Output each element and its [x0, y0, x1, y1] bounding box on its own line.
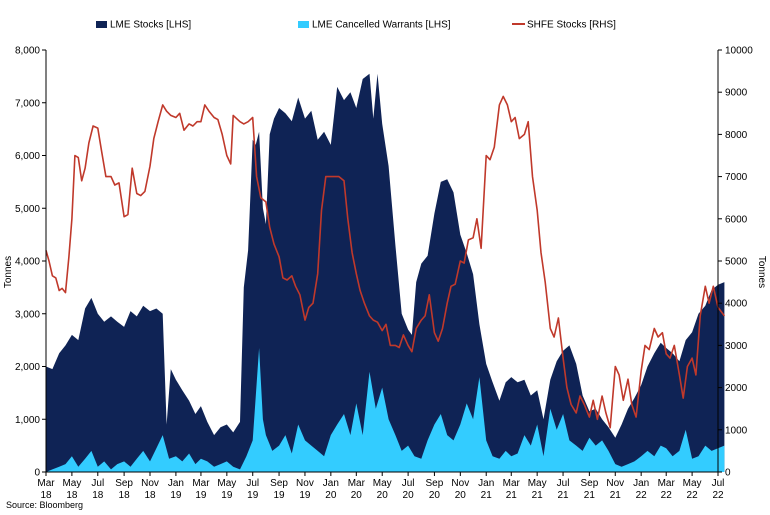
- legend: LME Stocks [LHS] LME Cancelled Warrants […: [96, 20, 616, 31]
- y-tick-left-label: 3,000: [15, 309, 40, 320]
- x-tick-label-month: Nov: [606, 478, 624, 489]
- x-tick-label-month: Jul: [91, 478, 104, 489]
- x-tick-label-month: Mar: [192, 478, 210, 489]
- x-tick-label-year: 21: [481, 490, 493, 501]
- x-tick-label-year: 20: [429, 490, 441, 501]
- series-line-2: [45, 95, 726, 429]
- x-tick-label-year: 20: [325, 490, 337, 501]
- x-tick-label-year: 21: [610, 490, 622, 501]
- x-tick-label-month: Jan: [323, 478, 339, 489]
- y-tick-left-label: 1,000: [15, 415, 40, 426]
- y-tick-right-label: 7000: [725, 172, 748, 183]
- y-tick-right-label: 8000: [725, 130, 748, 141]
- x-tick-label-year: 18: [144, 490, 156, 501]
- legend-label-0: LME Stocks [LHS]: [110, 20, 191, 31]
- x-tick-label-year: 19: [195, 490, 207, 501]
- x-tick-label-month: Sep: [426, 478, 444, 489]
- x-tick-label-year: 21: [532, 490, 544, 501]
- y-tick-right-label: 1000: [725, 425, 748, 436]
- x-tick-label-month: May: [528, 478, 547, 489]
- x-tick-label-month: May: [217, 478, 236, 489]
- x-tick-label-year: 22: [636, 490, 648, 501]
- x-tick-label-month: Jul: [402, 478, 415, 489]
- x-tick-label-year: 21: [584, 490, 596, 501]
- x-tick-label-month: Nov: [141, 478, 159, 489]
- x-tick-label-month: Jul: [246, 478, 259, 489]
- y-tick-right-label: 2000: [725, 383, 748, 394]
- y-tick-left-label: 0: [34, 468, 40, 479]
- y-tick-right-label: 5000: [725, 257, 748, 268]
- y-tick-left-label: 7,000: [15, 98, 40, 109]
- x-tick-label-year: 18: [119, 490, 131, 501]
- x-tick-label-year: 19: [273, 490, 285, 501]
- x-tick-label-month: Mar: [37, 478, 55, 489]
- axes: 0 1,000 2,000 3,000 4,000 5,000 6,000 7,000 8,00…: [15, 46, 753, 502]
- series-area-0: [46, 73, 725, 472]
- plot-lines: [45, 95, 726, 429]
- x-tick-label-month: Mar: [503, 478, 521, 489]
- x-tick-label-month: Nov: [296, 478, 314, 489]
- y-tick-left-label: 4,000: [15, 257, 40, 268]
- legend-label-1: LME Cancelled Warrants [LHS]: [312, 20, 451, 31]
- y-tick-right-label: 6000: [725, 214, 748, 225]
- y-tick-left-label: 6,000: [15, 151, 40, 162]
- source-note: Source: Bloomberg: [6, 500, 84, 510]
- y-tick-right-label: 10000: [725, 46, 753, 57]
- x-tick-label-month: Jan: [478, 478, 494, 489]
- x-tick-label-month: Sep: [580, 478, 598, 489]
- series-area-1: [46, 348, 725, 472]
- y-tick-right-label: 0: [725, 468, 731, 479]
- x-tick-label-month: Nov: [451, 478, 469, 489]
- x-tick-label-month: May: [373, 478, 392, 489]
- y-axis-right-title: Tonnes: [756, 256, 767, 288]
- x-tick-label-year: 18: [40, 490, 52, 501]
- legend-swatch-0: [96, 21, 107, 28]
- legend-swatch-1: [298, 21, 309, 28]
- y-tick-right-label: 3000: [725, 341, 748, 352]
- x-tick-label-year: 22: [687, 490, 699, 501]
- x-tick-label-month: May: [62, 478, 81, 489]
- x-tick-label-month: May: [683, 478, 702, 489]
- x-tick-label-year: 19: [221, 490, 233, 501]
- y-axis-left-title: Tonnes: [3, 256, 14, 288]
- x-tick-label-month: Jul: [712, 478, 725, 489]
- x-tick-label-year: 21: [506, 490, 518, 501]
- x-tick-label-year: 22: [712, 490, 724, 501]
- x-tick-label-year: 18: [92, 490, 104, 501]
- legend-label-2: SHFE Stocks [RHS]: [527, 20, 616, 31]
- y-tick-left-label: 5,000: [15, 204, 40, 215]
- y-tick-left-label: 8,000: [15, 46, 40, 57]
- x-tick-label-month: Jan: [633, 478, 649, 489]
- x-tick-label-year: 20: [403, 490, 415, 501]
- x-tick-label-year: 20: [377, 490, 389, 501]
- y-tick-left-label: 2,000: [15, 362, 40, 373]
- x-tick-label-month: Sep: [115, 478, 133, 489]
- x-tick-label-year: 19: [170, 490, 182, 501]
- x-tick-label-year: 19: [247, 490, 259, 501]
- x-tick-label-month: Mar: [658, 478, 676, 489]
- x-tick-label-month: Jan: [168, 478, 184, 489]
- plot-areas: [46, 73, 725, 472]
- x-tick-label-month: Sep: [270, 478, 288, 489]
- x-tick-label-year: 20: [455, 490, 467, 501]
- x-tick-label-month: Jul: [557, 478, 570, 489]
- x-tick-label-year: 19: [299, 490, 311, 501]
- x-tick-label-year: 20: [351, 490, 363, 501]
- x-tick-label-month: Mar: [348, 478, 366, 489]
- x-tick-label-year: 18: [66, 490, 78, 501]
- x-tick-label-year: 22: [661, 490, 673, 501]
- y-tick-right-label: 9000: [725, 88, 748, 99]
- x-tick-label-year: 21: [557, 490, 569, 501]
- y-tick-right-label: 4000: [725, 299, 748, 310]
